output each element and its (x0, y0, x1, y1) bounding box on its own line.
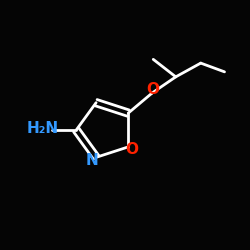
Text: H₂N: H₂N (26, 121, 58, 136)
Text: O: O (146, 82, 159, 97)
Text: O: O (125, 142, 138, 158)
Text: N: N (86, 153, 99, 168)
